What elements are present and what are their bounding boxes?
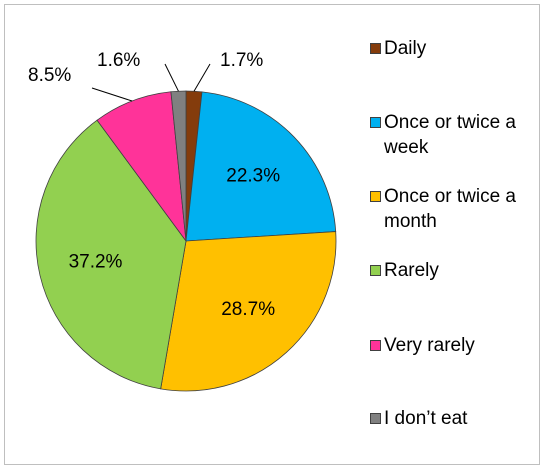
legend-label: I don’t eat xyxy=(384,408,468,429)
legend-item: Once or twice a month xyxy=(370,184,540,234)
pie-slice xyxy=(170,90,187,242)
legend-item: Daily xyxy=(370,36,540,61)
legend-item: Rarely xyxy=(370,258,540,283)
leader-line xyxy=(91,87,133,102)
legend-swatch xyxy=(370,340,381,351)
legend-label: Very rarely xyxy=(384,335,475,356)
legend-swatch xyxy=(370,413,381,424)
data-label: 1.6% xyxy=(97,50,140,71)
leader-line xyxy=(193,63,211,92)
pie-slice xyxy=(35,119,187,390)
chart-frame xyxy=(4,4,540,465)
legend-swatch xyxy=(370,265,381,276)
leader-line xyxy=(164,63,179,92)
data-label: 1.7% xyxy=(220,50,263,71)
legend-swatch xyxy=(370,191,381,202)
legend-label: Once or twice a week xyxy=(384,112,516,158)
data-label: 37.2% xyxy=(69,251,123,272)
pie-slice xyxy=(185,91,337,242)
legend-label: Rarely xyxy=(384,260,439,281)
legend-label: Once or twice a month xyxy=(384,186,516,232)
legend-label: Daily xyxy=(384,38,427,59)
legend-swatch xyxy=(370,117,381,128)
data-label: 8.5% xyxy=(28,65,71,86)
legend-item: Very rarely xyxy=(370,333,540,358)
data-label: 28.7% xyxy=(221,299,275,320)
pie-slice xyxy=(160,231,337,392)
legend-swatch xyxy=(370,43,381,54)
legend-item: I don’t eat xyxy=(370,406,540,431)
legend-item: Once or twice a week xyxy=(370,110,540,160)
data-label: 22.3% xyxy=(226,166,280,187)
